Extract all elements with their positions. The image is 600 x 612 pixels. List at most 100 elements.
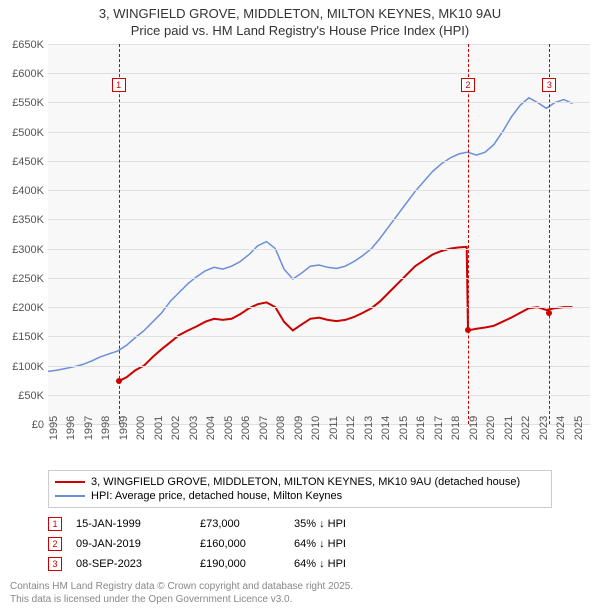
y-axis-label: £400K <box>12 185 44 197</box>
sale-event-price: £160,000 <box>200 538 280 550</box>
x-axis-label: 2024 <box>555 416 567 440</box>
legend-item: 3, WINGFIELD GROVE, MIDDLETON, MILTON KE… <box>55 475 545 489</box>
chart-container: 3, WINGFIELD GROVE, MIDDLETON, MILTON KE… <box>0 0 600 606</box>
gridline: £150K <box>48 336 590 337</box>
sale-vline <box>549 44 550 424</box>
gridline: £400K <box>48 190 590 191</box>
x-axis-label: 2004 <box>205 416 217 440</box>
sale-event-price: £73,000 <box>200 518 280 530</box>
y-axis-label: £300K <box>12 244 44 256</box>
x-axis-label: 2021 <box>503 416 515 440</box>
x-axis-label: 2008 <box>275 416 287 440</box>
x-axis-label: 2016 <box>415 416 427 440</box>
legend-swatch <box>55 495 85 497</box>
gridline: £650K <box>48 44 590 45</box>
x-axis-label: 2011 <box>328 416 340 440</box>
x-axis-label: 1995 <box>48 416 60 440</box>
sale-marker-dot <box>465 327 471 333</box>
sale-event-delta: 64% ↓ HPI <box>294 558 346 570</box>
y-axis-label: £250K <box>12 273 44 285</box>
sale-event-date: 08-SEP-2023 <box>76 558 186 570</box>
legend: 3, WINGFIELD GROVE, MIDDLETON, MILTON KE… <box>48 470 552 508</box>
gridline: £350K <box>48 219 590 220</box>
x-axis-label: 2003 <box>188 416 200 440</box>
chart-subtitle: Price paid vs. HM Land Registry's House … <box>0 23 600 44</box>
sale-event-delta: 64% ↓ HPI <box>294 538 346 550</box>
x-axis-label: 2002 <box>170 416 182 440</box>
x-axis-label: 2019 <box>468 416 480 440</box>
chart-title: 3, WINGFIELD GROVE, MIDDLETON, MILTON KE… <box>0 0 600 23</box>
sale-event-number: 2 <box>48 537 62 551</box>
sale-event-number: 1 <box>48 517 62 531</box>
gridline: £550K <box>48 102 590 103</box>
footer-line: Contains HM Land Registry data © Crown c… <box>10 580 590 593</box>
x-axis-label: 2001 <box>153 416 165 440</box>
sale-event-row: 3 08-SEP-2023 £190,000 64% ↓ HPI <box>48 554 552 574</box>
gridline: £200K <box>48 307 590 308</box>
x-axis-label: 2000 <box>135 416 147 440</box>
footer-text: Contains HM Land Registry data © Crown c… <box>10 580 590 606</box>
legend-item: HPI: Average price, detached house, Milt… <box>55 489 545 503</box>
sale-event-row: 2 09-JAN-2019 £160,000 64% ↓ HPI <box>48 534 552 554</box>
series-line <box>48 98 573 372</box>
sale-marker-label: 3 <box>542 78 556 92</box>
sale-event-price: £190,000 <box>200 558 280 570</box>
sale-marker-label: 1 <box>112 78 126 92</box>
x-axis-label: 1998 <box>100 416 112 440</box>
x-axis-label: 2018 <box>450 416 462 440</box>
sale-event-delta: 35% ↓ HPI <box>294 518 346 530</box>
gridline: £600K <box>48 73 590 74</box>
y-axis-label: £650K <box>12 39 44 51</box>
sale-vline <box>119 44 120 424</box>
x-axis-label: 2022 <box>520 416 532 440</box>
y-axis-label: £200K <box>12 302 44 314</box>
legend-label: HPI: Average price, detached house, Milt… <box>91 490 342 502</box>
x-axis-label: 2012 <box>345 416 357 440</box>
sale-vline <box>468 44 469 424</box>
x-axis-label: 2013 <box>363 416 375 440</box>
sale-event-date: 15-JAN-1999 <box>76 518 186 530</box>
sale-marker-dot <box>546 310 552 316</box>
sale-event-date: 09-JAN-2019 <box>76 538 186 550</box>
footer-line: This data is licensed under the Open Gov… <box>10 593 590 606</box>
chart-plot-area: £0£50K£100K£150K£200K£250K£300K£350K£400… <box>48 44 590 424</box>
x-axis-label: 2010 <box>310 416 322 440</box>
sale-marker-label: 2 <box>461 78 475 92</box>
y-axis-label: £150K <box>12 331 44 343</box>
series-line <box>119 247 573 381</box>
y-axis-label: £500K <box>12 127 44 139</box>
x-axis-label: 2006 <box>240 416 252 440</box>
x-axis-label: 2007 <box>258 416 270 440</box>
y-axis-label: £350K <box>12 214 44 226</box>
y-axis-label: £0 <box>32 419 44 431</box>
x-axis-label: 2023 <box>538 416 550 440</box>
x-axis-label: 1997 <box>83 416 95 440</box>
legend-label: 3, WINGFIELD GROVE, MIDDLETON, MILTON KE… <box>91 476 520 488</box>
x-axis-label: 2017 <box>433 416 445 440</box>
gridline: £100K <box>48 366 590 367</box>
x-axis-label: 2025 <box>573 416 585 440</box>
x-axis-labels: 1995199619971998199920002001200220032004… <box>48 424 590 464</box>
gridline: £500K <box>48 132 590 133</box>
sale-events-table: 1 15-JAN-1999 £73,000 35% ↓ HPI 2 09-JAN-2019… <box>48 514 552 574</box>
x-axis-label: 1996 <box>65 416 77 440</box>
x-axis-label: 2009 <box>293 416 305 440</box>
gridline: £300K <box>48 249 590 250</box>
sale-event-number: 3 <box>48 557 62 571</box>
x-axis-label: 2015 <box>398 416 410 440</box>
x-axis-label: 1999 <box>118 416 130 440</box>
y-axis-label: £600K <box>12 68 44 80</box>
y-axis-label: £450K <box>12 156 44 168</box>
gridline: £450K <box>48 161 590 162</box>
x-axis-label: 2005 <box>223 416 235 440</box>
x-axis-label: 2014 <box>380 416 392 440</box>
gridline: £250K <box>48 278 590 279</box>
y-axis-label: £100K <box>12 361 44 373</box>
x-axis-label: 2020 <box>485 416 497 440</box>
legend-swatch <box>55 481 85 483</box>
y-axis-label: £550K <box>12 97 44 109</box>
sale-marker-dot <box>116 378 122 384</box>
chart-svg <box>48 44 590 424</box>
y-axis-label: £50K <box>18 390 44 402</box>
gridline: £50K <box>48 395 590 396</box>
